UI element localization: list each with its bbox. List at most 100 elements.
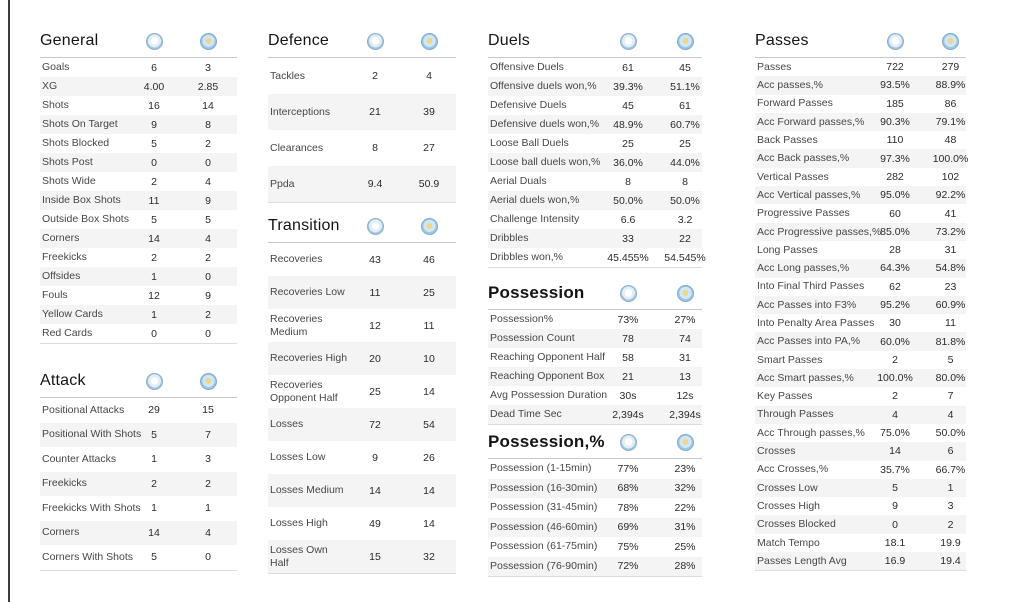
home-value: 75.0% [880, 427, 910, 440]
stat-row: Yellow Cards 1 2 [40, 305, 237, 324]
away-value: 8 [682, 175, 688, 188]
stats-column-2: Defence Tackles 2 4 Interceptions 21 39 Cleara… [268, 30, 456, 574]
stat-rows: Goals 6 3 XG 4.00 2.85 Shots 16 14 Shots On Targe… [40, 58, 237, 344]
stat-row: Crosses Low 5 1 [755, 478, 966, 498]
stat-rows: Passes 722 279 Acc passes,% 93.5% 88.9% Forwar… [755, 58, 968, 572]
section-passes: Passes Passes 722 279 Acc passes,% 93.5% 88.9… [755, 30, 968, 572]
section-title: Defence [268, 32, 329, 49]
section-header: Attack [40, 370, 237, 398]
section-header: Possession,% [488, 431, 702, 459]
section-transition: Transition Recoveries 43 46 Recoveries Low 1… [268, 215, 456, 574]
away-value: 4 [426, 70, 432, 82]
stat-row: Dribbles 33 22 [488, 229, 702, 248]
stat-row: Acc Passes into PA,% 60.0% 81.8% [755, 332, 966, 351]
leicester-badge-icon [676, 284, 694, 302]
stat-row: Recoveries Opponent Half 25 14 [268, 375, 456, 408]
stat-row: Recoveries Low 11 25 [268, 276, 456, 309]
stat-row: Shots 16 14 [40, 96, 237, 115]
home-value: 5 [892, 481, 898, 494]
section-title: Attack [40, 372, 86, 389]
man-city-badge-icon [886, 32, 904, 50]
away-value: 7 [947, 390, 954, 403]
stat-label: Possession (16-30min) [490, 481, 598, 494]
home-value: 2 [892, 390, 898, 403]
home-value: 14 [148, 232, 160, 245]
home-value: 2 [151, 251, 157, 264]
stat-row: Red Cards 0 0 [40, 324, 237, 343]
stat-label: Acc Forward passes,% [757, 115, 865, 128]
stat-label: Passes Length Avg [757, 554, 847, 567]
stat-label: Acc Long passes,% [757, 262, 850, 275]
stat-label: Recoveries High [270, 352, 348, 365]
home-badge-cell [129, 32, 179, 50]
stat-row: Acc Through passes,% 75.0% 50.0% [755, 424, 966, 442]
away-value: 2 [205, 251, 211, 264]
home-value: 33 [622, 232, 634, 245]
home-value: 95.2% [880, 299, 910, 311]
man-city-badge-icon [619, 284, 637, 302]
stat-row: Positional With Shots 5 7 [40, 422, 237, 447]
stat-row: Acc Crosses,% 35.7% 66.7% [755, 461, 966, 479]
stat-label: Key Passes [757, 390, 813, 403]
away-value: 5 [947, 353, 954, 366]
away-value: 2 [205, 308, 211, 321]
home-value: 0 [151, 327, 157, 340]
stat-row: Avg Possession Duration 30s 12s [488, 386, 702, 405]
stat-row: Shots Post 0 0 [40, 153, 237, 172]
stat-row: Possession (16-30min) 68% 32% [488, 478, 702, 498]
away-value: 46 [423, 253, 435, 266]
man-city-badge-icon [619, 32, 637, 50]
home-value: 15 [369, 550, 381, 563]
stat-row: Acc Forward passes,% 90.3% 79.1% [755, 112, 966, 132]
stat-label: Passes [757, 60, 792, 73]
away-value: 19.4 [940, 555, 961, 568]
stat-label: Reaching Opponent Box [490, 370, 605, 383]
home-value: 45 [622, 99, 634, 112]
away-value: 15 [202, 404, 214, 417]
stats-column-1: General Goals 6 3 XG 4.00 2.85 Shots 16 14 Shots … [40, 30, 237, 571]
home-value: 72% [617, 560, 639, 573]
home-value: 21 [622, 370, 634, 383]
home-value: 2 [892, 353, 898, 366]
away-value: 60.7% [670, 118, 700, 131]
away-value: 4 [205, 232, 211, 245]
home-value: 2 [372, 70, 378, 82]
stat-row: Offensive Duels 61 45 [488, 58, 702, 77]
home-value: 20 [369, 352, 381, 365]
home-value: 282 [886, 170, 904, 183]
home-value: 1 [151, 308, 157, 321]
stat-row: Freekicks 2 2 [40, 248, 237, 267]
home-badge-cell [348, 217, 402, 235]
stat-row: Possession (1-15min) 77% 23% [488, 459, 702, 479]
stat-row: Aerial Duals 8 8 [488, 172, 702, 191]
stat-row: Defensive duels won,% 48.9% 60.7% [488, 115, 702, 134]
away-value: 23% [674, 462, 696, 475]
stat-row: Recoveries High 20 10 [268, 342, 456, 375]
home-value: 100.0% [877, 372, 913, 385]
stat-row: Reaching Opponent Box 21 13 [488, 367, 702, 386]
away-value: 12s [676, 389, 694, 402]
stat-row: Long Passes 28 31 [755, 241, 966, 259]
stat-row: Losses Medium 14 14 [268, 474, 456, 507]
stat-label: Positional With Shots [42, 428, 142, 441]
stat-label: Freekicks With Shots [42, 501, 141, 514]
home-value: 4 [892, 408, 898, 421]
home-value: 14 [889, 445, 901, 458]
away-value: 10 [423, 352, 435, 365]
stat-label: Shots Blocked [42, 137, 110, 150]
stat-label: Shots [42, 99, 69, 112]
away-value: 13 [679, 370, 691, 383]
stat-row: Possession (46-60min) 69% 31% [488, 517, 702, 537]
home-value: 58 [622, 351, 634, 364]
away-value: 22% [674, 501, 696, 514]
home-value: 30 [889, 317, 901, 330]
stat-row: Crosses 14 6 [755, 442, 966, 461]
home-value: 72 [369, 418, 381, 431]
away-value: 74 [679, 332, 691, 345]
stat-row: Back Passes 110 48 [755, 131, 966, 149]
stat-row: Dribbles won,% 45.455% 54.545% [488, 248, 706, 267]
stat-row: Challenge Intensity 6.6 3.2 [488, 210, 702, 229]
stat-label: Back Passes [757, 134, 818, 147]
away-value: 50.0% [670, 194, 700, 207]
stat-row: Corners 14 4 [40, 229, 237, 248]
